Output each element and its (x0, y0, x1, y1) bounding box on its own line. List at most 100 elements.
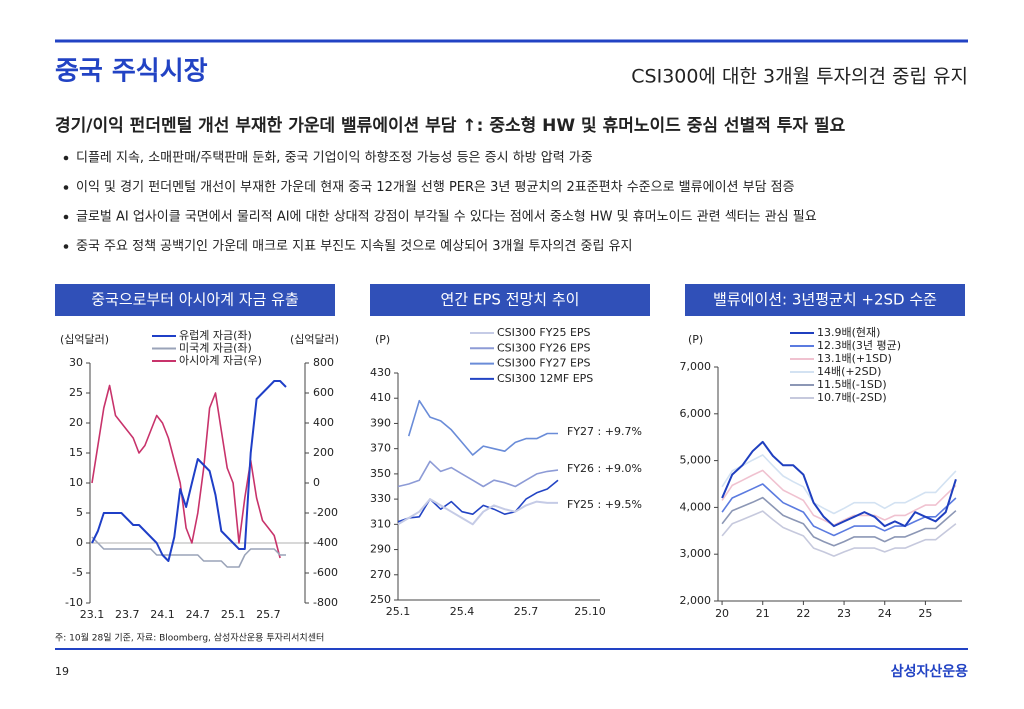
x-tick-label: 25.7 (256, 608, 281, 621)
y-tick-label: 330 (370, 492, 391, 505)
y-unit: (P) (688, 333, 703, 346)
y-unit: (P) (375, 333, 390, 346)
brand: 삼성자산운용 (891, 663, 968, 680)
legend-label: 14배(+2SD) (817, 365, 881, 378)
footnote: 주: 10월 28일 기준, 자료: Bloomberg, 삼성자산운용 투자리… (55, 632, 324, 644)
y-tick-label: 430 (370, 366, 391, 379)
series-line (397, 498, 558, 526)
legend-label: 13.9배(현재) (817, 326, 880, 339)
legend-label: 11.5배(-1SD) (817, 378, 887, 391)
y2-tick-label: 200 (313, 446, 334, 459)
x-tick-label: 24.1 (150, 608, 175, 621)
y-tick-label: 5 (76, 506, 83, 519)
panel-title: 중국으로부터 아시아계 자금 유출 (91, 291, 299, 309)
panel-title: 연간 EPS 전망치 추이 (441, 291, 580, 309)
x-tick-label: 23 (837, 607, 851, 620)
bullet-text: 디플레 지속, 소매판매/주택판매 둔화, 중국 기업이익 하향조정 가능성 등… (76, 151, 593, 166)
x-tick-label: 21 (756, 607, 770, 620)
x-tick-label: 23.7 (115, 608, 140, 621)
y2-unit: (십억달러) (290, 333, 339, 346)
bullet-text: 이익 및 경기 펀더멘털 개선이 부재한 가운데 현재 중국 12개월 선행 P… (76, 179, 795, 195)
y-tick-label: 5,000 (680, 454, 712, 467)
legend-label: 유럽계 자금(좌) (179, 328, 252, 342)
legend-label: 아시아계 자금(우) (179, 354, 262, 367)
y-unit: (십억달러) (60, 333, 109, 346)
x-tick-label: 25.4 (450, 605, 475, 618)
legend-label: 12.3배(3년 평균) (817, 339, 901, 352)
bullet-text: 중국 주요 정책 공백기인 가운데 매크로 지표 부진도 지속될 것으로 예상되… (76, 239, 632, 254)
x-tick-label: 25.1 (386, 605, 411, 618)
y-tick-label: 390 (370, 416, 391, 429)
panel-header (370, 284, 650, 316)
y-tick-label: 0 (76, 536, 83, 549)
annotation: FY27 : +9.7% (567, 425, 642, 438)
legend-label: 미국계 자금(좌) (179, 342, 252, 355)
x-tick-label: 22 (796, 607, 810, 620)
x-tick-label: 25.10 (574, 605, 606, 618)
y2-tick-label: 600 (313, 386, 334, 399)
series-line (91, 380, 287, 562)
y-tick-label: 15 (69, 446, 83, 459)
y-tick-label: 270 (370, 568, 391, 581)
x-tick-label: 25.7 (514, 605, 539, 618)
y2-tick-label: -600 (313, 566, 338, 579)
x-tick-label: 23.1 (80, 608, 105, 621)
series-line (397, 460, 559, 488)
bullet-dot (63, 244, 69, 249)
legend-label: 13.1배(+1SD) (817, 352, 892, 365)
legend-label: CSI300 12MF EPS (497, 372, 593, 385)
series-line (91, 384, 281, 559)
bullet-text: 글로벌 AI 업사이클 국면에서 물리적 AI에 대한 상대적 강점이 부각될 … (76, 210, 817, 225)
y2-tick-label: -800 (313, 596, 338, 609)
series-line (721, 469, 957, 526)
y-tick-label: 250 (370, 593, 391, 606)
series-line (721, 496, 957, 547)
series-line (91, 536, 286, 568)
y-tick-label: 10 (69, 476, 83, 489)
panel-header (55, 284, 335, 316)
series-line (721, 454, 957, 515)
x-tick-label: 24.7 (186, 608, 211, 621)
legend-label: CSI300 FY25 EPS (497, 326, 591, 339)
y-tick-label: 20 (69, 416, 83, 429)
annotation: FY25 : +9.5% (567, 498, 642, 511)
y-tick-label: 25 (69, 386, 83, 399)
legend-label: CSI300 FY27 EPS (497, 357, 591, 370)
y-tick-label: 30 (69, 356, 83, 369)
x-tick-label: 25.1 (221, 608, 246, 621)
y-tick-label: 4,000 (680, 500, 712, 513)
series-line (397, 479, 559, 523)
x-tick-label: 25 (918, 607, 932, 620)
y-tick-label: 6,000 (680, 407, 712, 420)
series-line (407, 399, 558, 456)
y2-tick-label: 0 (313, 476, 320, 489)
panel-title: 밸류에이션: 3년평균치 +2SD 수준 (713, 291, 937, 309)
x-tick-label: 20 (715, 607, 729, 620)
page-title: 중국 주식시장 (55, 57, 208, 87)
headline: CSI300에 대한 3개월 투자의견 중립 유지 (631, 66, 968, 88)
subtitle: 경기/이익 펀더멘털 개선 부재한 가운데 밸류에이션 부담 ↑: 중소형 HW… (55, 115, 846, 136)
bullet-dot (63, 155, 69, 161)
x-tick-label: 24 (878, 607, 892, 620)
y2-tick-label: 800 (313, 356, 334, 369)
bullet-dot (63, 185, 69, 190)
series-line (721, 483, 957, 537)
y-tick-label: 350 (370, 467, 391, 480)
legend-label: 10.7배(-2SD) (817, 391, 887, 404)
y-tick-label: 370 (370, 442, 391, 455)
page-number: 19 (55, 665, 69, 678)
y-tick-label: 2,000 (680, 594, 712, 607)
y2-tick-label: -200 (313, 506, 338, 519)
y-tick-label: -5 (72, 566, 83, 579)
legend-label: CSI300 FY26 EPS (497, 341, 591, 354)
annotation: FY26 : +9.0% (567, 462, 642, 475)
y-tick-label: 7,000 (680, 360, 712, 373)
series-line (721, 440, 957, 528)
y2-tick-label: 400 (313, 416, 334, 429)
panel-header (685, 284, 965, 316)
y-tick-label: 410 (370, 391, 391, 404)
y-tick-label: 290 (370, 543, 391, 556)
series-line (721, 510, 957, 557)
bullet-dot (63, 214, 69, 220)
